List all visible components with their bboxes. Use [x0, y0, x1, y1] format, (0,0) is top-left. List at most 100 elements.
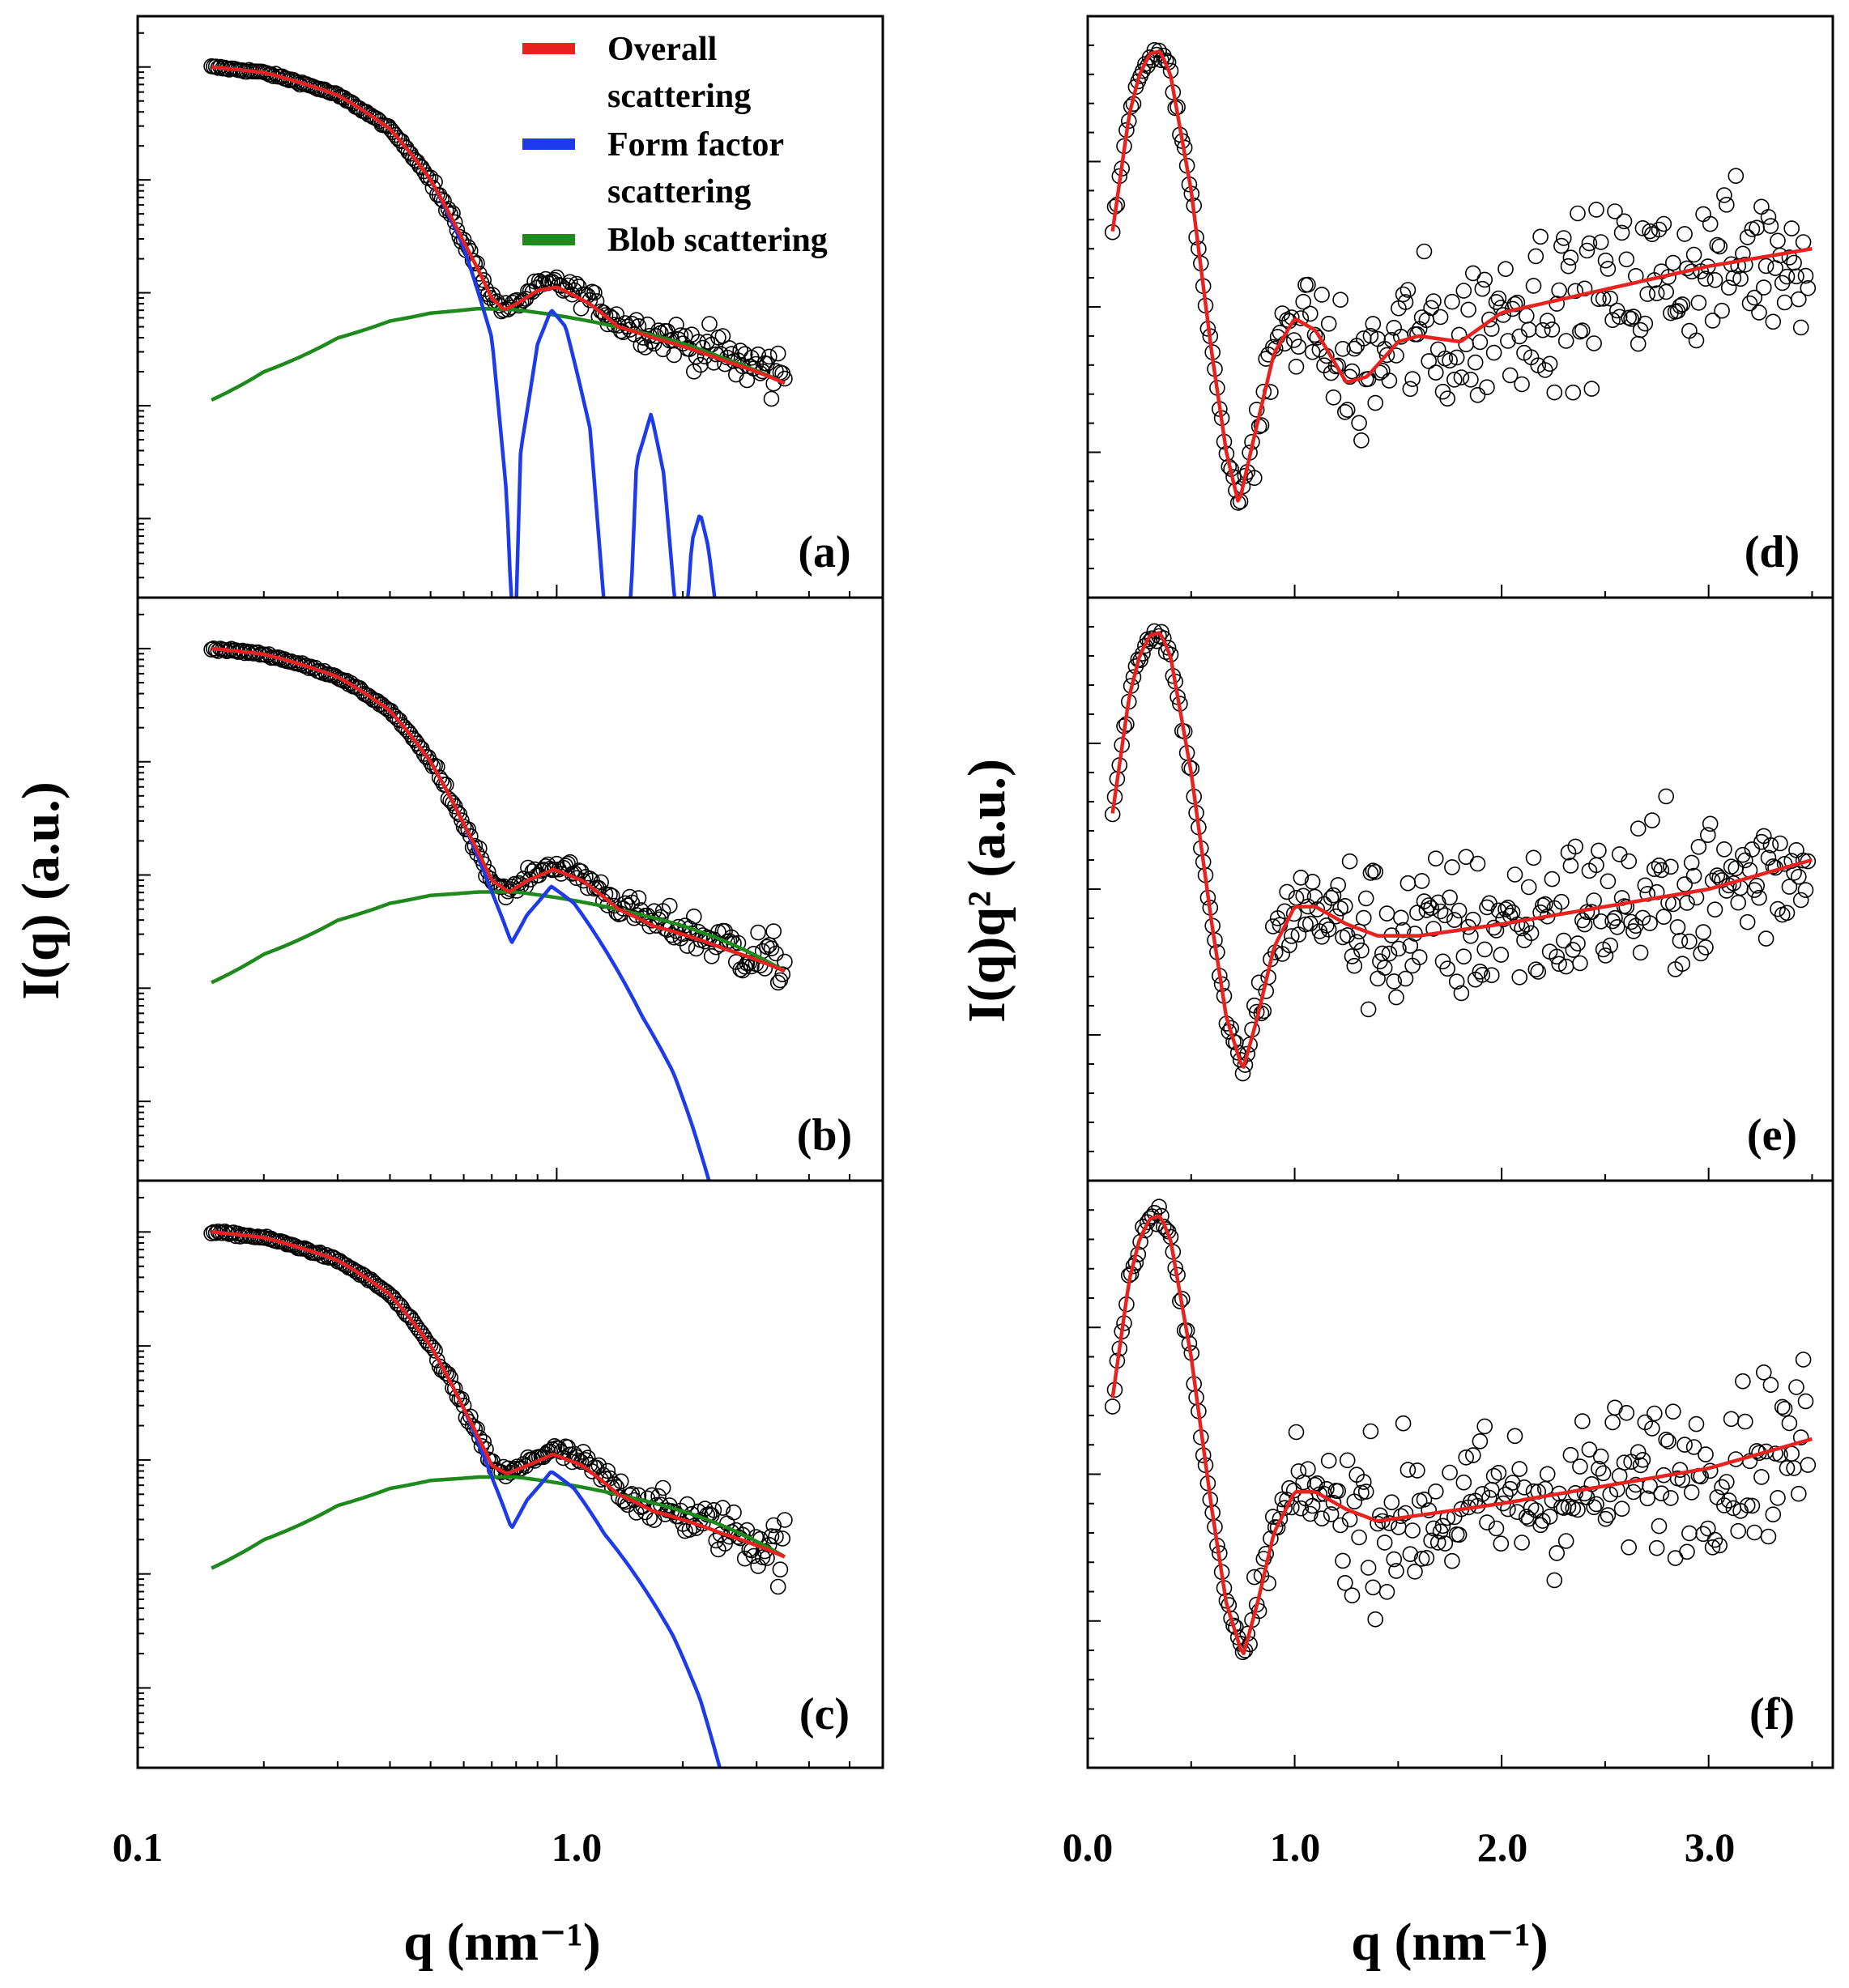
data-point [1537, 896, 1553, 913]
data-point [1609, 302, 1625, 319]
data-point [1351, 415, 1367, 432]
data-point [1446, 371, 1463, 388]
data-point [1353, 432, 1370, 449]
panel-label-d: (d) [1745, 527, 1800, 577]
data-point [1674, 956, 1691, 972]
data-point [1304, 1497, 1321, 1514]
data-point [1320, 922, 1337, 938]
data-point [1695, 924, 1711, 940]
data-point [1500, 333, 1516, 349]
data-point [1711, 238, 1728, 255]
data-point [1469, 386, 1486, 403]
data-point [1413, 873, 1430, 889]
data-point [1618, 1405, 1635, 1421]
data-point [1709, 867, 1726, 883]
data-point [1751, 889, 1767, 906]
data-point [1576, 916, 1593, 933]
data-point [1335, 1552, 1351, 1569]
data-point [732, 343, 749, 359]
data-point [561, 854, 578, 871]
data-point [1332, 292, 1348, 309]
panel-f [1086, 1179, 1834, 1769]
data-point [1549, 948, 1565, 965]
data-point [1674, 296, 1691, 313]
data-point [1719, 1474, 1735, 1490]
data-point [763, 1528, 780, 1544]
data-point [1395, 286, 1412, 303]
x-tick-label-right-3: 3.0 [1685, 1824, 1736, 1870]
data-point [777, 1512, 793, 1528]
data-point [1455, 948, 1472, 964]
data-point [1320, 315, 1337, 332]
data-point [1448, 973, 1465, 990]
data-point [1135, 62, 1151, 79]
data-point [1597, 1510, 1614, 1527]
plot-area [1104, 623, 1817, 1082]
data-point [1386, 1551, 1402, 1568]
data-point [1783, 853, 1800, 869]
panel-label-a: (a) [798, 527, 850, 577]
data-point [1572, 323, 1588, 340]
data-point [1472, 334, 1489, 351]
data-point [1306, 326, 1323, 343]
data-point [1325, 887, 1342, 904]
data-point [685, 909, 702, 925]
data-point [1648, 285, 1665, 302]
data-point [769, 345, 786, 362]
data-point [1514, 1535, 1530, 1551]
data-point [1779, 1460, 1796, 1476]
data-point [1416, 243, 1433, 260]
data-point [1421, 1502, 1437, 1518]
data-point [1681, 322, 1698, 339]
data-point [1676, 226, 1693, 242]
data-point [1488, 1520, 1505, 1537]
legend-label-form-factor-2: scattering [607, 173, 751, 211]
axis-ticks [1087, 15, 1813, 598]
data-point [1797, 267, 1814, 284]
data-point [1756, 1364, 1772, 1381]
data-point [1672, 1462, 1689, 1478]
data-point [1600, 261, 1617, 277]
data-point [1511, 1461, 1527, 1477]
data-point [1765, 858, 1782, 875]
data-point [1591, 842, 1607, 859]
data-point [1428, 364, 1444, 381]
data-point [1665, 1403, 1681, 1420]
data-point [726, 1504, 742, 1521]
data-point [1246, 470, 1263, 487]
data-point [1453, 985, 1470, 1002]
data-point [1504, 1475, 1521, 1491]
data-markers [203, 640, 793, 991]
data-point [1630, 820, 1647, 837]
data-point [1525, 278, 1542, 294]
data-point [1479, 379, 1495, 396]
data-point [1553, 893, 1570, 910]
data-point [1762, 1377, 1779, 1393]
data-point [1428, 850, 1444, 866]
data-point [1453, 369, 1470, 385]
data-point [1792, 319, 1809, 336]
data-point [1762, 218, 1779, 234]
data-point [1679, 895, 1695, 911]
data-point [1481, 311, 1498, 328]
data-point [1770, 1490, 1786, 1506]
data-point [1723, 1411, 1740, 1428]
data-point [1357, 890, 1374, 907]
data-point [1339, 1452, 1356, 1469]
data-point [1320, 1453, 1337, 1469]
data-point [1104, 1398, 1121, 1415]
fit-line [1110, 1214, 1813, 1656]
data-markers [203, 1224, 793, 1595]
data-point [1776, 1401, 1793, 1417]
data-point [1716, 841, 1732, 858]
data-point [1700, 1520, 1716, 1537]
data-point [1586, 1499, 1602, 1516]
plot-area [1104, 41, 1817, 511]
data-point [1702, 815, 1719, 832]
data-point [661, 897, 678, 914]
data-point [1484, 967, 1500, 983]
data-point [1367, 394, 1383, 411]
data-point [1716, 1497, 1732, 1513]
data-point [1432, 903, 1449, 920]
data-point [666, 347, 683, 364]
